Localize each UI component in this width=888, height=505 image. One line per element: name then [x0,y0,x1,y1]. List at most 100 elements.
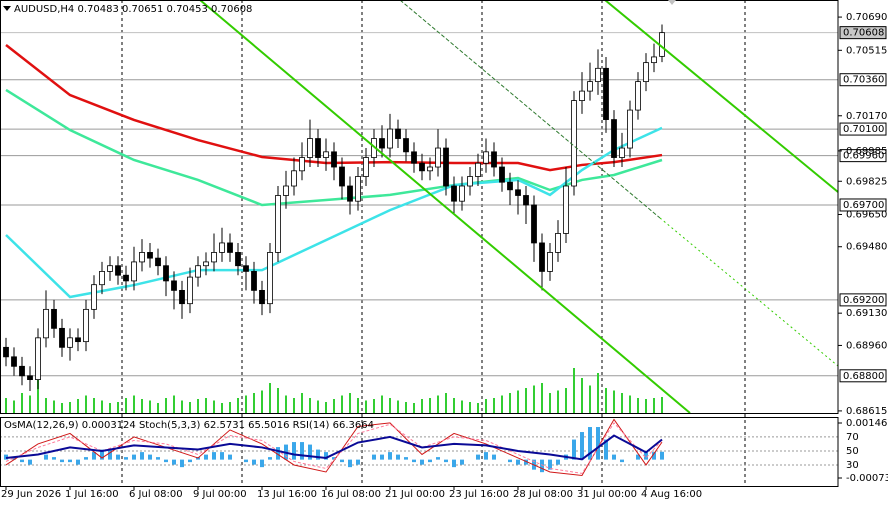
volume-bar [613,390,615,413]
candle-body [139,252,145,263]
osma-bar [356,459,360,465]
volume-bar [205,398,207,413]
candle-body [411,151,417,164]
osma-bar [452,459,456,468]
volume-bar [445,393,447,413]
volume-bar [21,393,23,413]
y2-tick-label: 70 [846,432,859,443]
volume-bar [485,399,487,413]
osma-bar [340,459,344,463]
level-box [839,122,887,136]
last-price-label: 0.70608 [843,28,884,39]
osma-bar [316,449,320,460]
volume-bar [285,395,287,413]
volume-bar [61,403,63,413]
volume-bar [85,395,87,413]
osma-bar [76,459,80,465]
candle-body [83,308,89,343]
volume-bar [117,402,119,413]
candle-body [291,170,297,187]
osma-bar [108,449,112,460]
candle-body [363,157,369,177]
y2-tick-label: 50 [846,446,859,457]
osma-bar [572,439,576,460]
candle-body [115,265,121,276]
candle-body [67,337,73,348]
candle-body [435,147,441,168]
osma-bar [300,442,304,460]
candle-body [587,81,593,92]
volume-bar [37,370,39,413]
level-box [839,73,887,87]
osma-bar [636,454,640,460]
osma-bar [620,459,624,463]
osma-bar [52,457,56,460]
level-label: 0.70100 [843,124,884,135]
candle-body [123,274,129,282]
volume-bar [101,400,103,413]
volume-bar [477,403,479,413]
candle-body [523,195,529,206]
candle-body [643,62,649,83]
candle-body [595,67,601,83]
y-tick-label: -0.0007329 [846,473,888,484]
volume-bar [581,378,583,413]
candle-body [203,261,209,267]
candle-body [3,346,9,358]
volume-bar [5,398,7,413]
osma-bar [28,459,32,465]
osma-bar [100,449,104,460]
y-tick-label: 0.69650 [846,209,887,220]
osma-bar [516,459,520,465]
trend-line [659,217,839,367]
candle-body [51,308,57,329]
volume-bar [109,403,111,413]
osma-bar [204,454,208,460]
volume-bar [261,390,263,413]
osma-bar [276,447,280,460]
x-tick-label: 13 Jul 16:00 [257,489,317,500]
volume-bar [517,390,519,413]
volume-bar [269,383,271,413]
volume-bar [157,403,159,413]
candle-body [331,151,337,168]
volume-bar [557,390,559,413]
volume-bar [621,393,623,413]
volume-bar [661,397,663,413]
osma-bar [220,452,224,460]
candle-body [459,185,465,202]
osma-bar [588,427,592,460]
candle-body [403,138,409,153]
candle-body [491,151,497,168]
volume-bar [573,368,575,413]
volume-bar [653,398,655,413]
volume-bar [341,395,343,413]
menu-arrow[interactable] [3,6,11,11]
trend-line [399,0,661,219]
osma-bar [484,452,488,460]
y-tick-label: 0.70170 [846,111,887,122]
x-tick-label: 21 Jul 00:00 [385,489,445,500]
volume-bar [413,403,415,413]
volume-bar [277,388,279,413]
osma-bar [508,459,512,463]
x-tick-label: 4 Aug 16:00 [641,489,702,500]
candle-body [571,100,577,187]
volume-bar [301,393,303,413]
osma-bar [172,459,176,465]
candle-body [91,284,97,310]
osma-bar [228,454,232,460]
chart-header: AUDUSD,H4 0.70483 0.70651 0.70453 0.7060… [14,4,252,15]
osma-bar [20,459,24,463]
volume-bar [253,393,255,413]
volume-bar [645,399,647,413]
volume-bar [213,400,215,413]
osma-bar [460,459,464,465]
osma-bar [652,452,656,460]
volume-bar [461,400,463,413]
candle-body [267,252,273,305]
volume-bar [125,398,127,413]
volume-bar [13,400,15,413]
x-tick-label: 23 Jul 16:00 [449,489,509,500]
level-label: 0.69200 [843,295,884,306]
